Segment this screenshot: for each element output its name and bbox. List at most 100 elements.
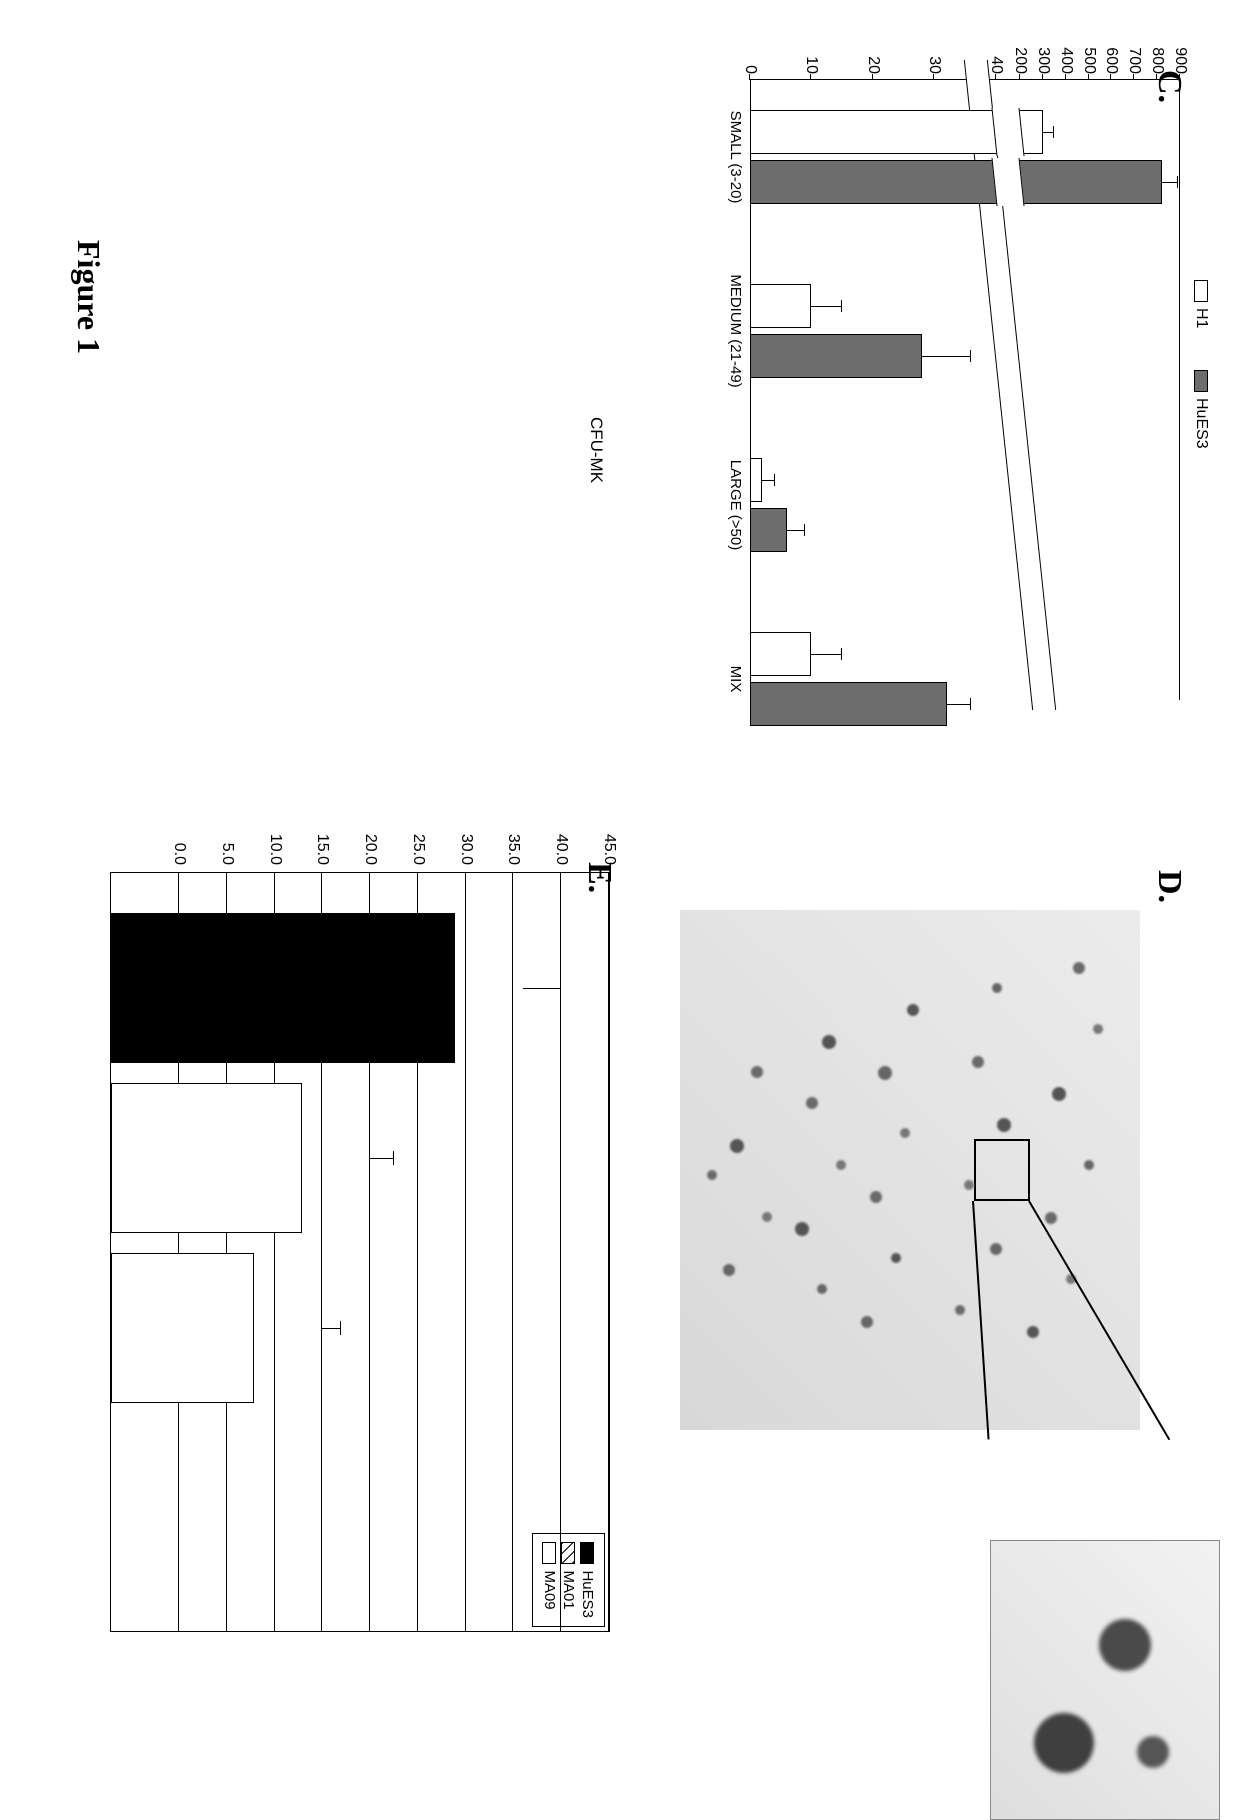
- micrograph-image: [680, 910, 1140, 1430]
- micrograph-cell: [972, 1056, 984, 1068]
- panel-c: C. H1 HuES3 2003004005006007008009000102…: [640, 80, 1180, 820]
- panel-c-errorbar: [787, 530, 805, 531]
- panel-e-bar: [111, 913, 455, 1063]
- panel-c-bar-break-mask: [991, 158, 1024, 206]
- panel-e-ytick: 0.0: [170, 819, 188, 865]
- panel-c-ytick: 800: [1148, 28, 1166, 74]
- panel-c-bar: [750, 508, 787, 552]
- panel-c-errorcap: [774, 474, 775, 486]
- panel-c-ytick: 500: [1080, 28, 1098, 74]
- panel-e-bar: [111, 1083, 302, 1233]
- panel-e-errorcap: [560, 981, 561, 995]
- micrograph-cell: [955, 1305, 965, 1315]
- panel-e: E. CD41a-% HuES3 MA01: [110, 872, 610, 1632]
- panel-c-bar-break-mask: [991, 108, 1024, 156]
- panel-e-bar: [111, 1253, 254, 1403]
- panel-c-bar: [750, 458, 762, 502]
- panel-e-errorcap: [393, 1151, 394, 1165]
- legend-e-hues3-label: HuES3: [579, 1570, 596, 1618]
- panel-c-bar: [750, 682, 947, 726]
- micrograph-cell: [707, 1170, 717, 1180]
- swatch-e-hues3: [581, 1542, 595, 1564]
- micrograph-cell: [964, 1180, 974, 1190]
- panel-c-xtitle: CFU-MK: [586, 80, 606, 820]
- panel-c-ytick: 30: [926, 28, 944, 74]
- panel-c-errorcap: [841, 648, 842, 660]
- micrograph-cell: [730, 1139, 744, 1153]
- panel-e-gridline: [512, 873, 513, 1631]
- panel-c-errorcap: [804, 524, 805, 536]
- panel-c-bar: [750, 284, 812, 328]
- micrograph-cell: [1027, 1326, 1039, 1338]
- panel-c-ytick: 0: [741, 28, 759, 74]
- figure-caption: Figure 1: [70, 240, 107, 354]
- micrograph-cell: [1073, 962, 1085, 974]
- micrograph-cell: [762, 1212, 772, 1222]
- panel-d: D.: [640, 880, 1180, 1640]
- micrograph-cell: [992, 983, 1002, 993]
- panel-c-ytick-mark: [749, 74, 750, 80]
- swatch-h1: [1194, 280, 1208, 302]
- panel-e-ytick: 10.0: [266, 819, 284, 865]
- panel-c-xlabel: MEDIUM (21-49): [727, 264, 744, 398]
- panel-c-ytick-mark: [1133, 74, 1134, 80]
- micrograph-cell: [806, 1097, 818, 1109]
- micrograph-cell: [990, 1243, 1002, 1255]
- swatch-e-ma09: [543, 1542, 557, 1564]
- panel-e-errorcap: [340, 1321, 341, 1335]
- panel-c-ytick-mark: [1042, 74, 1043, 80]
- panel-c-ytick-mark: [1088, 74, 1089, 80]
- panel-c-xlabel: LARGE (>50): [727, 438, 744, 572]
- panel-e-chart: HuES3 MA01 MA09 0.05.010.015.020.025.030…: [180, 872, 610, 1502]
- micrograph-cell: [795, 1222, 809, 1236]
- micrograph-cell: [907, 1004, 919, 1016]
- legend-e-ma01-label: MA01: [560, 1570, 577, 1609]
- panel-c-ytick-mark: [934, 74, 935, 80]
- legend-hues3: HuES3: [1192, 370, 1210, 449]
- inset-cell: [1137, 1736, 1169, 1768]
- micrograph-cell: [900, 1128, 910, 1138]
- panel-c-ytick-mark: [811, 74, 812, 80]
- panel-e-gridline: [465, 873, 466, 1631]
- panel-c-ytick-mark: [995, 74, 996, 80]
- panel-c-errorbar: [812, 306, 843, 307]
- panel-e-ytick: 5.0: [218, 819, 236, 865]
- panel-e-ytick: 30.0: [457, 819, 475, 865]
- panel-e-ytick: 20.0: [361, 819, 379, 865]
- panel-c-ytick: 20: [864, 28, 882, 74]
- legend-h1-label: H1: [1192, 308, 1210, 328]
- micrograph-cell: [1052, 1087, 1066, 1101]
- panel-c-ytick: 40: [987, 28, 1005, 74]
- panel-e-ytick: 35.0: [504, 819, 522, 865]
- panel-e-errorbar: [370, 1158, 394, 1159]
- micrograph-cell: [878, 1066, 892, 1080]
- inset-cell: [1099, 1619, 1151, 1671]
- panel-c-ytick: 10: [803, 28, 821, 74]
- panel-c-errorbar: [812, 654, 843, 655]
- legend-row-hues3: HuES3: [579, 1542, 596, 1618]
- micrograph-cell: [822, 1035, 836, 1049]
- micrograph-inset: [990, 1540, 1220, 1820]
- panel-c-topborder: [1179, 80, 1180, 700]
- micrograph-cell: [861, 1316, 873, 1328]
- panel-c-ytick: 200: [1011, 28, 1029, 74]
- panel-c-ytick-mark: [1179, 74, 1180, 80]
- panel-c-bar: [750, 334, 922, 378]
- panel-c-ytick-mark: [872, 74, 873, 80]
- micrograph-cell: [817, 1284, 827, 1294]
- micrograph-cell: [1093, 1024, 1103, 1034]
- panel-c-ytick-mark: [1019, 74, 1020, 80]
- panel-c-errorbar: [1162, 182, 1178, 183]
- micrograph-cell: [870, 1191, 882, 1203]
- panel-c-xlabel: SMALL (3-20): [727, 90, 744, 224]
- legend-e-ma09-label: MA09: [541, 1570, 558, 1609]
- panel-c-errorcap: [841, 300, 842, 312]
- micrograph-cell: [1084, 1160, 1094, 1170]
- panel-c-ytick-mark: [1110, 74, 1111, 80]
- micrograph-cell: [1045, 1212, 1057, 1224]
- panel-c-ytick: 900: [1171, 28, 1189, 74]
- roi-box: [974, 1139, 1029, 1201]
- panel-c-bar: [750, 632, 812, 676]
- panel-e-ytick: 40.0: [552, 819, 570, 865]
- panel-c-ytick: 600: [1102, 28, 1120, 74]
